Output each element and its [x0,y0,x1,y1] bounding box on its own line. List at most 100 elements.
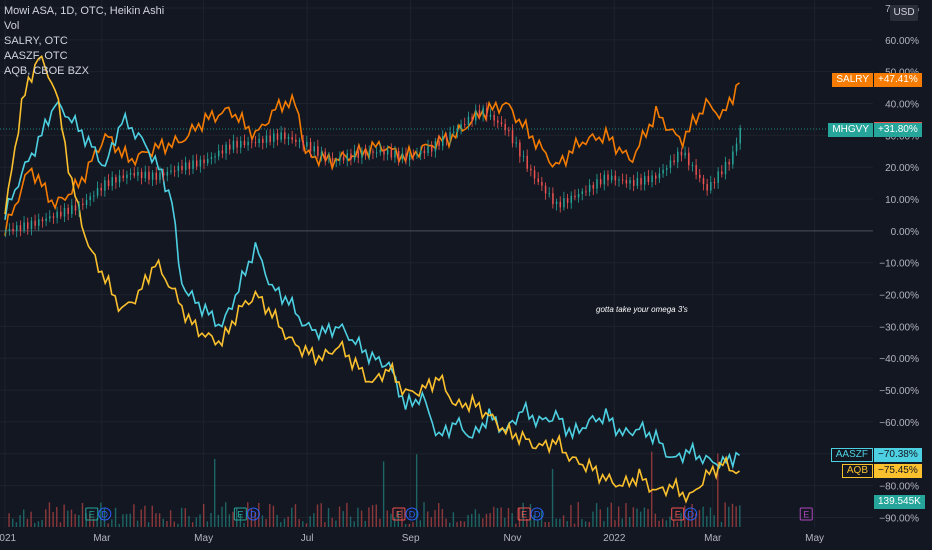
x-tick-label: May [194,533,213,544]
event-label: E [675,510,681,520]
legend-aqb[interactable]: AQB, CBOE BZX [4,65,89,77]
candle-body [519,142,521,157]
volume-bar [643,507,646,527]
badge-symbol-aaszf[interactable]: AASZF [830,447,873,462]
volume-bar [482,518,484,527]
candle-body [599,179,602,185]
y-tick-label: 60.00% [885,36,919,47]
candle-body [614,175,617,181]
candle-body [52,216,55,218]
badge-value-vol[interactable]: 139.545K [874,495,925,510]
badge-symbol-salry[interactable]: SALRY [832,72,873,87]
candle-body [100,187,102,191]
candle-body [735,143,738,152]
event-label: D [102,510,109,520]
volume-bar [96,518,98,527]
volume-bar [639,511,642,527]
volume-bar [166,520,168,527]
candle-body [493,114,495,121]
volume-bar [606,507,609,527]
y-tick-label: −40.00% [879,354,919,365]
candle-body [115,177,117,183]
volume-bar [566,521,568,527]
zero-line [0,128,873,232]
volume-bar [632,507,635,527]
badge-value-aqb[interactable]: −75.45% [874,464,922,479]
volume-bar [724,502,726,527]
volume-bar [280,522,282,527]
candle-body [416,154,418,156]
earnings-marker [392,507,406,521]
badge-value-salry[interactable]: +47.41% [874,72,922,87]
legend-aaszf[interactable]: AASZF, OTC [4,50,68,62]
volume-bar [463,521,466,527]
currency-button[interactable]: USD [890,5,918,21]
dividend-marker [530,507,544,521]
volume-bar [15,522,18,527]
volume-bar [511,513,513,527]
candle-body [574,195,576,198]
badge-symbol-aqb[interactable]: AQB [841,464,873,479]
event-label: D [250,510,257,520]
legend-main[interactable]: Mowi ASA, 1D, OTC, Heikin Ashi [4,5,165,17]
candle-body [122,175,125,179]
candle-body [412,154,415,156]
volume-bar [460,520,462,527]
volume-bar [188,516,190,527]
volume-bar [717,453,719,527]
volume-bar [191,522,194,527]
candle-body [184,162,187,171]
volume-bar [324,522,326,527]
candle-body [63,207,66,217]
candle-body [140,171,143,179]
volume-bar [371,504,374,527]
candle-body [298,140,301,142]
legend-vol[interactable]: Vol [4,20,20,32]
volume-bar [177,523,179,527]
candle-body [243,140,246,146]
volume-bar [445,518,447,527]
candle-body [133,173,136,176]
candle-body [643,176,646,185]
volume-bar [30,511,32,527]
volume-bar [364,520,366,527]
y-tick-label: −30.00% [879,322,919,333]
volume-bar [728,506,730,527]
volume-bar [562,515,565,527]
volume-bar [228,514,231,527]
chart-annotation[interactable]: gotta take your omega 3's [596,305,688,314]
badge-value-mhgvy[interactable]: +31.80% [874,122,922,137]
candle-body [588,184,591,192]
candle-body [71,205,73,215]
volume-bar [331,517,333,527]
volume-bar [111,519,113,527]
volume-bar [360,510,363,527]
volume-bar [467,514,469,527]
candle-body [295,139,297,142]
candle-body [467,116,470,125]
candle-body [265,135,268,143]
volume-bar [100,502,102,527]
volume-bar [515,523,517,527]
volume-bar [103,507,106,527]
badge-value-aaszf[interactable]: −70.38% [874,447,922,462]
volume-bar [250,509,253,527]
volume-bar [449,522,451,527]
candle-body [427,146,429,154]
candle-body [456,128,459,132]
candle-body [508,130,510,132]
candle-body [82,203,84,206]
badge-symbol-mhgvy[interactable]: MHGVY [828,122,873,137]
candle-body [126,174,128,179]
volume-bar [302,521,304,527]
volume-bar [735,506,737,527]
legend-salry[interactable]: SALRY, OTC [4,35,68,47]
candle-body [284,132,286,139]
volume-bar [555,518,557,527]
volume-bar [327,508,330,527]
candle-body [159,172,161,180]
x-tick-label: Sep [402,533,420,544]
candle-body [273,133,275,142]
volume-bar [533,514,535,527]
volume-bar [313,513,315,527]
